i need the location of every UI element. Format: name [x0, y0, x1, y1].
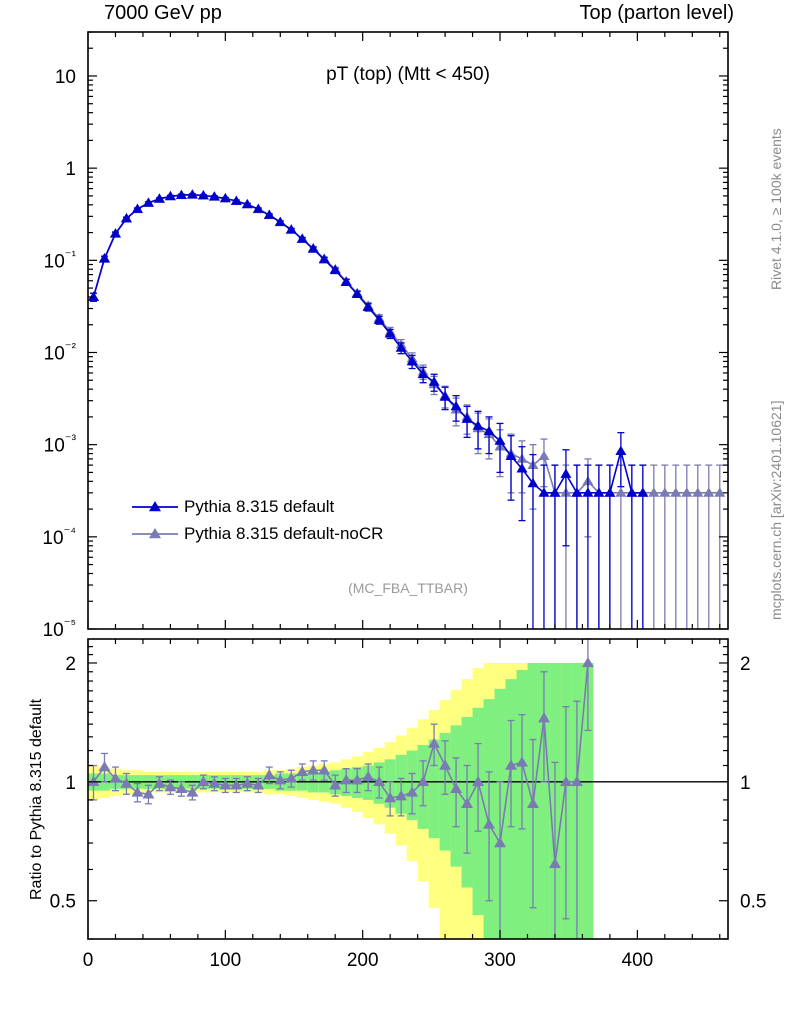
- plot-title: pT (top) (Mtt < 450): [326, 64, 490, 85]
- svg-text:10⁻¹: 10⁻¹: [44, 247, 77, 272]
- rivet-version-label: Rivet 4.1.0, ≥ 100k events: [768, 128, 784, 290]
- svg-text:400: 400: [622, 950, 654, 971]
- svg-text:0.5: 0.5: [740, 892, 766, 913]
- svg-text:10⁻⁴: 10⁻⁴: [42, 524, 76, 549]
- analysis-watermark: (MC_FBA_TTBAR): [348, 580, 468, 596]
- svg-text:10⁻⁵: 10⁻⁵: [43, 616, 76, 641]
- svg-text:10⁻²: 10⁻²: [44, 339, 77, 364]
- header-left-label: 7000 GeV pp: [104, 2, 222, 24]
- svg-text:2: 2: [65, 654, 76, 675]
- svg-text:1: 1: [65, 773, 76, 794]
- legend-markers: [132, 501, 178, 539]
- legend-label-1: Pythia 8.315 default-noCR: [184, 524, 384, 543]
- svg-text:100: 100: [209, 950, 241, 971]
- svg-text:200: 200: [347, 950, 379, 971]
- plot-frames: [87, 31, 729, 940]
- svg-text:2: 2: [740, 654, 751, 675]
- axis-tick-labels: 0 100 200 300 400 10 1 10⁻¹ 10⁻² 10⁻³ 10⁻⁴ 10⁻⁵ 2 2 1 1…: [42, 67, 766, 971]
- svg-text:300: 300: [484, 950, 516, 971]
- ratio-uncertainty-bands: [88, 662, 594, 939]
- svg-text:0.5: 0.5: [50, 892, 76, 913]
- svg-text:10: 10: [55, 67, 76, 88]
- ratio-data-series: [87, 638, 594, 939]
- axis-ticks: [87, 31, 728, 940]
- mcplots-reference-label: mcplots.cern.ch [arXiv:2401.10621]: [768, 400, 784, 620]
- ratio-axis-label: Ratio to Pythia 8.315 default: [28, 698, 45, 900]
- svg-text:1: 1: [740, 773, 751, 794]
- main-data-series: [87, 189, 726, 629]
- svg-text:10⁻³: 10⁻³: [44, 432, 77, 457]
- svg-text:0: 0: [83, 950, 94, 971]
- legend-label-0: Pythia 8.315 default: [184, 497, 335, 516]
- header-right-label: Top (parton level): [579, 2, 734, 24]
- svg-text:1: 1: [65, 159, 76, 180]
